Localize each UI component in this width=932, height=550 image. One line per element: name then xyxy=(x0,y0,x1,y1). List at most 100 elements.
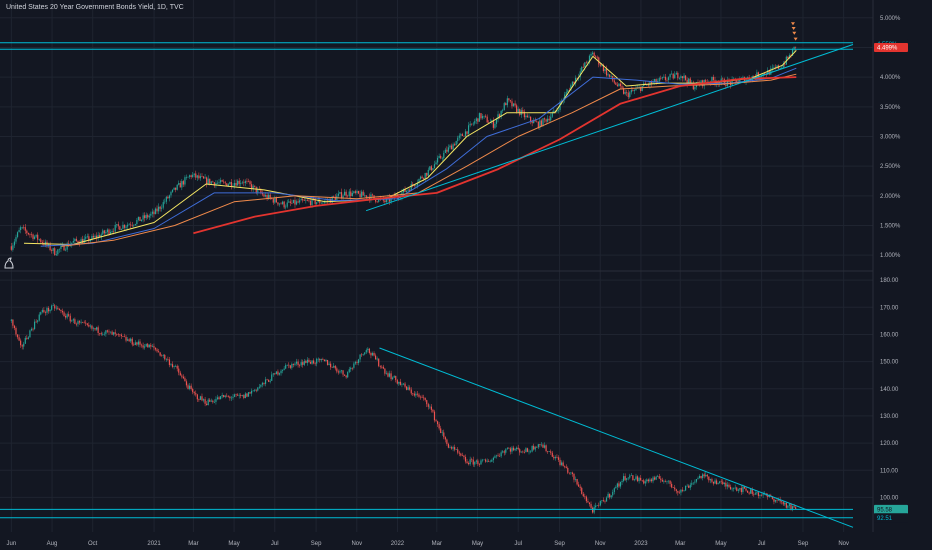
candle-body xyxy=(404,383,406,387)
candle-body xyxy=(523,111,525,118)
candle-body xyxy=(489,461,491,463)
candle-body xyxy=(367,348,369,351)
candle-body xyxy=(38,239,40,240)
candle-body xyxy=(784,503,786,505)
candle-body xyxy=(125,226,127,228)
candle-body xyxy=(365,195,367,198)
candle-body xyxy=(624,476,626,480)
candle-body xyxy=(254,185,256,187)
candle-body xyxy=(511,447,513,452)
candle-body xyxy=(517,108,519,113)
candle-body xyxy=(20,227,22,231)
candle-body xyxy=(458,452,460,454)
candle-body xyxy=(309,362,312,364)
candle-body xyxy=(593,52,595,57)
candle-body xyxy=(407,189,409,191)
candle-body xyxy=(235,183,237,186)
candle-body xyxy=(450,145,453,150)
candle-body xyxy=(170,191,172,196)
candle-body xyxy=(320,359,322,361)
candle-body xyxy=(684,486,687,491)
candle-body xyxy=(144,346,146,348)
candle-body xyxy=(199,396,202,400)
candle-body xyxy=(109,331,112,333)
x-tick-label: Jun xyxy=(6,541,16,547)
candle-body xyxy=(151,211,153,214)
candle-body xyxy=(474,121,476,124)
candle-body xyxy=(80,239,82,245)
candle-body xyxy=(427,169,429,176)
candle-body xyxy=(539,120,541,128)
candle-body xyxy=(88,236,90,242)
candle-body xyxy=(179,372,181,376)
candle-body xyxy=(514,103,516,106)
candle-body xyxy=(302,362,304,365)
candle-body xyxy=(232,396,234,398)
candle-body xyxy=(506,448,508,450)
candle-body xyxy=(667,480,670,482)
candle-body xyxy=(454,144,456,146)
candle-body xyxy=(171,364,174,367)
candle-body xyxy=(474,461,476,465)
candle-body xyxy=(626,478,628,480)
candle-body xyxy=(773,67,775,68)
yield-price-tag: 4.499% xyxy=(877,46,898,52)
candle-body xyxy=(503,103,505,111)
candle-body xyxy=(655,476,657,480)
candle-body xyxy=(472,459,474,465)
candle-body xyxy=(221,180,223,182)
candle-body xyxy=(619,481,622,487)
candle-body xyxy=(726,484,729,487)
candle-body xyxy=(302,199,304,201)
candle-body xyxy=(120,334,122,337)
candle-body xyxy=(161,355,163,357)
candle-body xyxy=(10,319,12,321)
candle-body xyxy=(486,116,488,123)
candle-body xyxy=(700,475,702,478)
y-tick-label: 180.00 xyxy=(880,278,899,284)
candle-body xyxy=(69,315,71,322)
candle-body xyxy=(627,92,629,97)
candle-body xyxy=(742,486,744,493)
candle-body xyxy=(660,478,662,480)
candle-body xyxy=(275,371,277,375)
candle-body xyxy=(184,177,186,185)
x-tick-label: Jul xyxy=(758,541,766,547)
candle-body xyxy=(574,478,577,480)
candle-body xyxy=(306,200,308,201)
candle-body xyxy=(156,349,158,352)
candle-body xyxy=(405,386,408,390)
candle-body xyxy=(547,451,549,452)
candle-body xyxy=(23,227,25,228)
candle-body xyxy=(488,460,490,462)
candle-body xyxy=(680,76,682,78)
candle-body xyxy=(243,395,245,399)
candle-body xyxy=(246,181,248,182)
candle-body xyxy=(595,56,597,58)
candle-body xyxy=(486,460,488,462)
candle-body xyxy=(280,203,282,205)
candle-body xyxy=(543,445,546,448)
candle-body xyxy=(114,332,116,334)
candle-body xyxy=(343,374,346,376)
candle-body xyxy=(195,173,197,178)
candle-body xyxy=(618,483,620,487)
candle-body xyxy=(536,121,538,123)
candle-body xyxy=(751,489,753,494)
candle-body xyxy=(178,182,180,185)
candle-body xyxy=(382,366,384,369)
candle-body xyxy=(466,131,468,134)
candle-body xyxy=(545,445,547,452)
candle-body xyxy=(609,74,611,77)
candle-body xyxy=(430,406,432,410)
candle-body xyxy=(432,168,434,171)
candle-body xyxy=(723,482,725,485)
x-tick-label: 2021 xyxy=(147,541,161,547)
candle-body xyxy=(743,77,746,83)
candle-body xyxy=(533,445,535,450)
candle-body xyxy=(241,395,243,396)
candle-body xyxy=(641,86,643,91)
candle-body xyxy=(30,234,33,236)
candle-body xyxy=(748,492,750,494)
